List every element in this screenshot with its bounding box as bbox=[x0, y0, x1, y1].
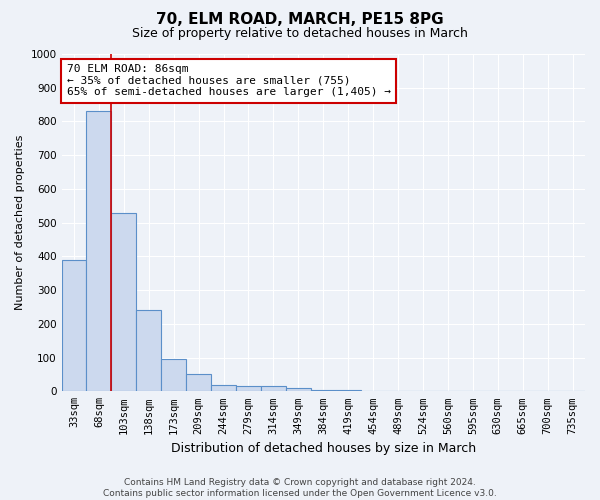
Bar bbox=[112, 212, 136, 392]
X-axis label: Distribution of detached houses by size in March: Distribution of detached houses by size … bbox=[171, 442, 476, 455]
Y-axis label: Number of detached properties: Number of detached properties bbox=[15, 135, 25, 310]
Bar bbox=[286, 388, 311, 392]
Bar bbox=[186, 374, 211, 392]
Bar bbox=[361, 390, 386, 392]
Bar bbox=[336, 390, 361, 392]
Bar bbox=[136, 310, 161, 392]
Text: 70, ELM ROAD, MARCH, PE15 8PG: 70, ELM ROAD, MARCH, PE15 8PG bbox=[156, 12, 444, 28]
Bar bbox=[86, 112, 112, 392]
Text: Size of property relative to detached houses in March: Size of property relative to detached ho… bbox=[132, 28, 468, 40]
Bar bbox=[261, 386, 286, 392]
Bar bbox=[161, 360, 186, 392]
Bar bbox=[62, 260, 86, 392]
Bar bbox=[311, 390, 336, 392]
Text: Contains HM Land Registry data © Crown copyright and database right 2024.
Contai: Contains HM Land Registry data © Crown c… bbox=[103, 478, 497, 498]
Bar bbox=[211, 384, 236, 392]
Bar bbox=[236, 386, 261, 392]
Text: 70 ELM ROAD: 86sqm
← 35% of detached houses are smaller (755)
65% of semi-detach: 70 ELM ROAD: 86sqm ← 35% of detached hou… bbox=[67, 64, 391, 98]
Bar bbox=[386, 390, 410, 392]
